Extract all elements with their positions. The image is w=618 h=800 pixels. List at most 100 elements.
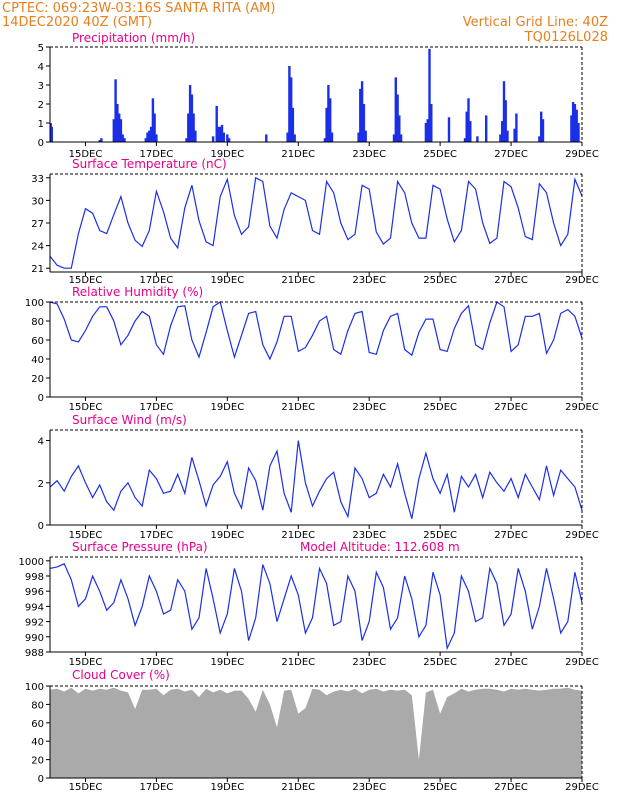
precipitation-bar bbox=[499, 134, 502, 142]
wind-x-tick-label: 17DEC bbox=[140, 530, 174, 541]
humidity-y-tick-label: 60 bbox=[31, 336, 44, 347]
pressure-y-tick-label: 1000 bbox=[19, 557, 44, 568]
precipitation-bar bbox=[430, 104, 433, 142]
wind-line bbox=[49, 440, 583, 519]
humidity-y-tick-label: 20 bbox=[31, 374, 44, 385]
precipitation-bar bbox=[506, 130, 509, 142]
precipitation-bar bbox=[290, 77, 293, 142]
precipitation-title: Precipitation (mm/h) bbox=[72, 31, 195, 45]
temperature-x-tick-label: 29DEC bbox=[565, 275, 599, 286]
precipitation-bar bbox=[359, 88, 362, 142]
pressure-x-tick-label: 17DEC bbox=[140, 657, 174, 668]
humidity-y-tick-label: 100 bbox=[25, 298, 44, 309]
wind-x-tick-label: 21DEC bbox=[281, 530, 315, 541]
precipitation-bar bbox=[190, 94, 194, 142]
temperature-x-tick-label: 23DEC bbox=[352, 275, 386, 286]
precipitation-bar bbox=[194, 130, 197, 142]
precipitation-bar bbox=[424, 123, 428, 142]
temperature-y-tick-label: 33 bbox=[31, 174, 44, 185]
precipitation-bar bbox=[465, 111, 468, 142]
temperature-y-tick-label: 30 bbox=[31, 196, 44, 207]
precipitation-bar bbox=[155, 134, 158, 142]
precipitation-bar bbox=[144, 138, 147, 142]
precipitation-bar bbox=[447, 117, 451, 142]
precipitation-bar bbox=[151, 98, 155, 142]
temperature-y-tick-label: 24 bbox=[31, 242, 44, 253]
temperature-x-tick-label: 21DEC bbox=[281, 275, 315, 286]
header-grid-note: Vertical Grid Line: 40Z bbox=[463, 15, 608, 30]
wind-x-tick-label: 19DEC bbox=[210, 530, 244, 541]
pressure-y-tick-label: 994 bbox=[25, 602, 44, 613]
precipitation-bar bbox=[116, 104, 119, 142]
humidity-x-tick-label: 27DEC bbox=[494, 402, 528, 413]
pressure-x-tick-label: 15DEC bbox=[69, 657, 103, 668]
temperature-title: Surface Temperature (nC) bbox=[72, 157, 227, 171]
precipitation-y-tick-label: 4 bbox=[38, 62, 44, 73]
precipitation-bar bbox=[541, 119, 545, 142]
cloud-cover-x-tick-label: 25DEC bbox=[423, 782, 457, 793]
temperature-x-tick-label: 19DEC bbox=[210, 275, 244, 286]
precipitation-x-tick-label: 23DEC bbox=[352, 149, 386, 160]
precipitation-bar bbox=[570, 115, 573, 142]
precipitation-bar bbox=[293, 134, 296, 142]
precipitation-bar bbox=[286, 132, 289, 142]
humidity-plot-area bbox=[50, 302, 582, 397]
precipitation-bar bbox=[504, 100, 507, 142]
cloud-cover-x-tick-label: 29DEC bbox=[565, 782, 599, 793]
precipitation-bar bbox=[291, 107, 295, 142]
humidity-x-tick-label: 15DEC bbox=[69, 402, 103, 413]
precipitation-bar bbox=[220, 124, 224, 142]
pressure-x-tick-label: 23DEC bbox=[352, 657, 386, 668]
precipitation-bar bbox=[327, 85, 330, 142]
precipitation-bar bbox=[501, 121, 504, 142]
header-model-id: TQ0126L028 bbox=[524, 30, 608, 45]
wind-x-tick-label: 23DEC bbox=[352, 530, 386, 541]
cloud-cover-x-tick-label: 23DEC bbox=[352, 782, 386, 793]
temperature-x-tick-label: 17DEC bbox=[140, 275, 174, 286]
precipitation-bar bbox=[399, 134, 403, 142]
cloud-cover-y-tick-label: 0 bbox=[38, 774, 44, 785]
precipitation-bar bbox=[428, 48, 431, 142]
cloud-cover-x-tick-label: 19DEC bbox=[210, 782, 244, 793]
header-date: 14DEC2020 40Z (GMT) bbox=[2, 15, 152, 30]
wind-plot-area bbox=[50, 430, 582, 525]
precipitation-bar bbox=[469, 121, 472, 142]
cloud-cover-y-tick-label: 40 bbox=[31, 737, 44, 748]
temperature-panel: 21 24 27 30 33 15DEC 17DEC 19DEC 21DEC 23DEC 25DEC… bbox=[31, 157, 599, 286]
precipitation-bar bbox=[123, 138, 126, 142]
precipitation-bar bbox=[288, 66, 291, 142]
pressure-x-tick-label: 21DEC bbox=[281, 657, 315, 668]
cloud-cover-y-tick-label: 100 bbox=[25, 682, 44, 693]
humidity-panel: 0 20 40 60 80 100 15DEC 17DEC 19DEC 21DEC 23DEC 25D… bbox=[25, 285, 599, 413]
precipitation-bar bbox=[149, 126, 153, 142]
precipitation-bar bbox=[362, 104, 366, 142]
precipitation-bar bbox=[392, 134, 396, 142]
precipitation-bar bbox=[114, 79, 117, 142]
cloud-cover-panel: 0 20 40 60 80 100 15DEC 17DEC 19DEC 21DEC 23DEC 25D… bbox=[25, 668, 599, 793]
precipitation-bar bbox=[148, 130, 151, 142]
precipitation-bar bbox=[98, 140, 101, 142]
precipitation-y-tick-label: 5 bbox=[38, 43, 44, 54]
pressure-panel: 988 990 992 994 996 998 1000 15DEC 17DEC 19DEC 21D… bbox=[19, 540, 599, 668]
precipitation-y-tick-label: 3 bbox=[38, 81, 44, 92]
temperature-x-tick-label: 27DEC bbox=[494, 275, 528, 286]
wind-y-tick-label: 2 bbox=[38, 479, 44, 490]
precipitation-bar bbox=[219, 126, 222, 142]
temperature-plot-area bbox=[50, 174, 582, 272]
precipitation-y-tick-label: 0 bbox=[38, 138, 44, 149]
pressure-annotation: Model Altitude: 112.608 m bbox=[300, 540, 460, 554]
precipitation-bar bbox=[323, 138, 327, 142]
precipitation-y-tick-label: 1 bbox=[38, 119, 44, 130]
precipitation-bar bbox=[575, 109, 578, 142]
precipitation-bar bbox=[329, 98, 332, 142]
humidity-y-tick-label: 40 bbox=[31, 355, 44, 366]
wind-x-tick-label: 27DEC bbox=[494, 530, 528, 541]
precipitation-bar bbox=[217, 126, 220, 142]
pressure-x-tick-label: 25DEC bbox=[423, 657, 457, 668]
pressure-x-tick-label: 29DEC bbox=[565, 657, 599, 668]
cloud-cover-x-tick-label: 27DEC bbox=[494, 782, 528, 793]
precipitation-x-tick-label: 15DEC bbox=[69, 149, 103, 160]
precipitation-bar bbox=[185, 138, 188, 142]
pressure-line bbox=[49, 563, 583, 651]
precipitation-bar bbox=[513, 128, 516, 142]
